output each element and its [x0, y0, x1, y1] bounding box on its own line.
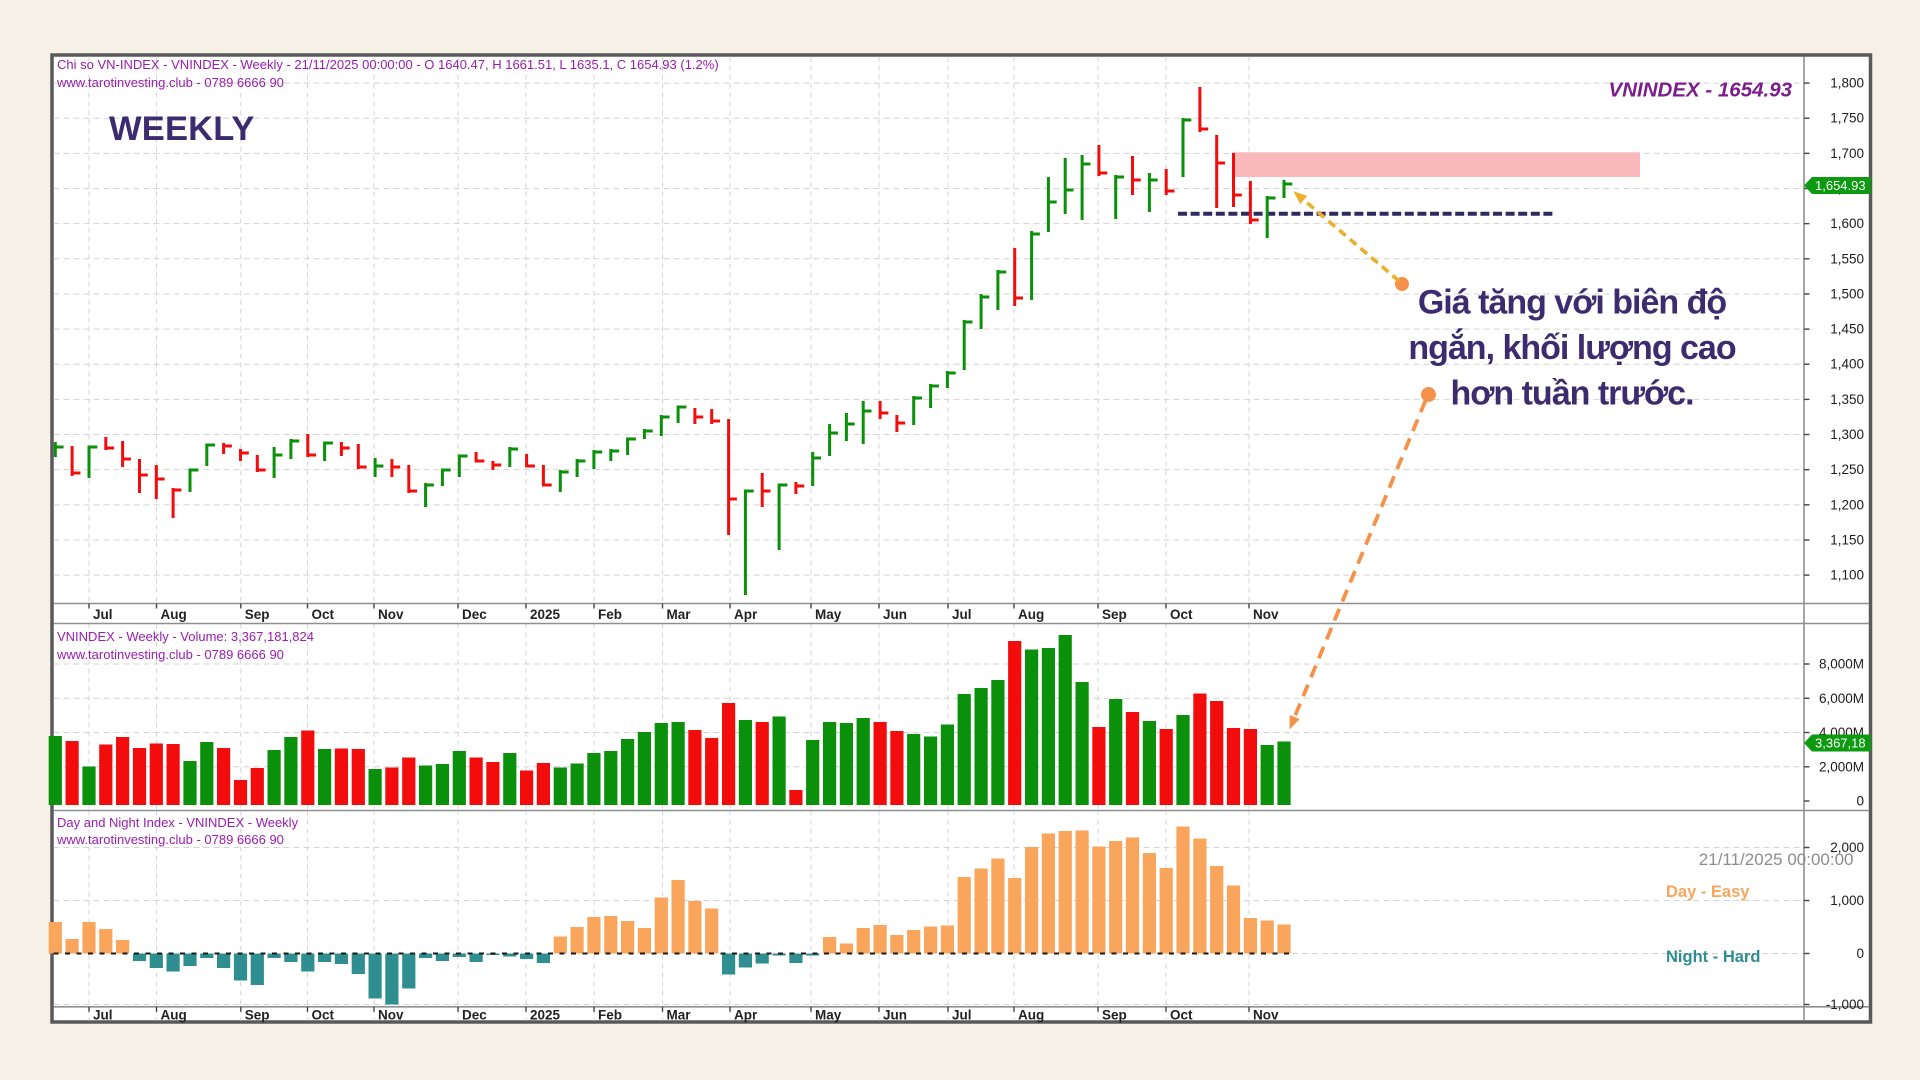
svg-text:0: 0 [1856, 794, 1864, 809]
svg-text:Day and Night Index - VNINDEX: Day and Night Index - VNINDEX - Weekly [57, 815, 299, 830]
svg-text:2,000M: 2,000M [1819, 759, 1864, 774]
svg-text:-1,000: -1,000 [1826, 997, 1864, 1012]
svg-text:Oct: Oct [312, 607, 335, 622]
svg-text:Day - Easy: Day - Easy [1666, 883, 1750, 901]
svg-text:Chi so VN-INDEX - VNINDEX - We: Chi so VN-INDEX - VNINDEX - Weekly - 21/… [57, 57, 719, 72]
svg-text:Jul: Jul [93, 1008, 113, 1023]
svg-text:2025: 2025 [530, 607, 561, 622]
svg-text:1,350: 1,350 [1830, 392, 1864, 407]
svg-text:ngắn, khối lượng cao: ngắn, khối lượng cao [1408, 329, 1735, 367]
svg-text:1,500: 1,500 [1830, 286, 1864, 301]
svg-text:Nov: Nov [1253, 1008, 1279, 1023]
svg-text:1,250: 1,250 [1830, 462, 1864, 477]
svg-text:Mar: Mar [667, 607, 692, 622]
svg-text:1,200: 1,200 [1830, 497, 1864, 512]
svg-text:Sep: Sep [245, 607, 270, 622]
svg-text:2025: 2025 [530, 1008, 561, 1023]
svg-text:www.tarotinvesting.club - 0789: www.tarotinvesting.club - 0789 6666 90 [56, 75, 284, 90]
svg-text:1,800: 1,800 [1830, 76, 1864, 91]
svg-text:Nov: Nov [1253, 607, 1279, 622]
svg-text:www.tarotinvesting.club - 0789: www.tarotinvesting.club - 0789 6666 90 [56, 647, 284, 662]
svg-text:Jul: Jul [93, 607, 113, 622]
svg-text:Feb: Feb [598, 607, 622, 622]
svg-text:Oct: Oct [1170, 607, 1193, 622]
svg-text:1,000: 1,000 [1830, 893, 1864, 908]
svg-text:Mar: Mar [667, 1008, 692, 1023]
svg-text:Jun: Jun [883, 1008, 907, 1023]
svg-text:1,300: 1,300 [1830, 427, 1864, 442]
svg-text:1,750: 1,750 [1830, 111, 1864, 126]
svg-text:Aug: Aug [1018, 1008, 1044, 1023]
svg-text:2,000: 2,000 [1830, 840, 1864, 855]
svg-text:Sep: Sep [1102, 1008, 1127, 1023]
svg-text:Night - Hard: Night - Hard [1666, 948, 1760, 966]
svg-text:0: 0 [1856, 946, 1864, 961]
svg-text:8,000M: 8,000M [1819, 657, 1864, 672]
svg-text:3,367,18: 3,367,18 [1815, 736, 1866, 751]
svg-text:Oct: Oct [1170, 1008, 1193, 1023]
svg-text:WEEKLY: WEEKLY [109, 110, 255, 148]
svg-text:Sep: Sep [245, 1008, 270, 1023]
svg-text:6,000M: 6,000M [1819, 691, 1864, 706]
svg-text:1,600: 1,600 [1830, 216, 1864, 231]
svg-text:May: May [815, 607, 842, 622]
svg-text:1,654.93: 1,654.93 [1815, 178, 1866, 193]
svg-text:hơn tuần trước.: hơn tuần trước. [1450, 374, 1693, 412]
svg-text:Dec: Dec [462, 1008, 487, 1023]
svg-text:VNINDEX - Weekly - Volume: 3,3: VNINDEX - Weekly - Volume: 3,367,181,824 [57, 629, 314, 644]
svg-text:Apr: Apr [734, 607, 758, 622]
svg-text:1,100: 1,100 [1830, 568, 1864, 583]
svg-text:Nov: Nov [378, 1008, 404, 1023]
svg-text:Giá tăng với biên độ: Giá tăng với biên độ [1418, 284, 1727, 322]
svg-text:VNINDEX - 1654.93: VNINDEX - 1654.93 [1609, 79, 1793, 102]
svg-text:Aug: Aug [161, 607, 187, 622]
svg-text:Jun: Jun [883, 607, 907, 622]
svg-text:Nov: Nov [378, 607, 404, 622]
svg-text:Aug: Aug [1018, 607, 1044, 622]
svg-text:Aug: Aug [161, 1008, 187, 1023]
svg-text:Apr: Apr [734, 1008, 758, 1023]
svg-text:Sep: Sep [1102, 607, 1127, 622]
svg-text:1,400: 1,400 [1830, 357, 1864, 372]
svg-text:1,150: 1,150 [1830, 532, 1864, 547]
svg-text:Jul: Jul [952, 607, 972, 622]
svg-text:May: May [815, 1008, 842, 1023]
svg-text:1,550: 1,550 [1830, 251, 1864, 266]
svg-text:21/11/2025 00:00:00: 21/11/2025 00:00:00 [1699, 850, 1854, 869]
svg-text:Oct: Oct [312, 1008, 335, 1023]
svg-text:1,700: 1,700 [1830, 146, 1864, 161]
svg-text:Dec: Dec [462, 607, 487, 622]
svg-text:1,450: 1,450 [1830, 322, 1864, 337]
svg-text:Jul: Jul [952, 1008, 972, 1023]
svg-text:Feb: Feb [598, 1008, 622, 1023]
svg-text:www.tarotinvesting.club - 0789: www.tarotinvesting.club - 0789 6666 90 [56, 832, 284, 847]
